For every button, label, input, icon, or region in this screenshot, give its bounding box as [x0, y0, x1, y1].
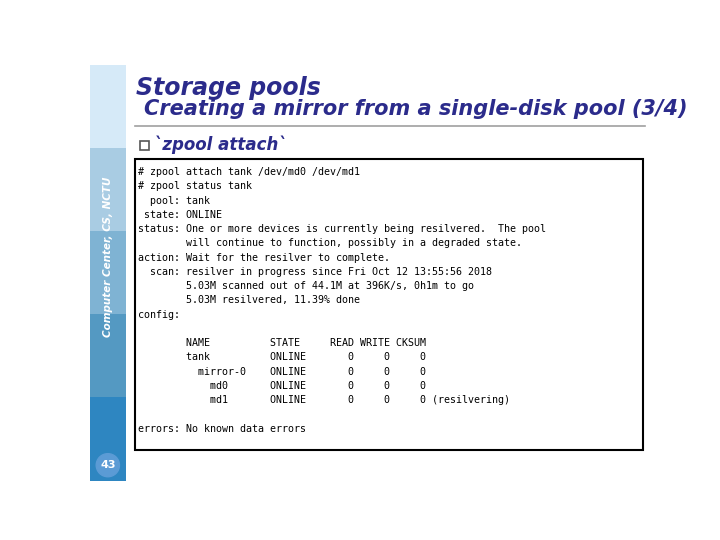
Bar [140, 141, 149, 150]
Text: scan: resilver in progress since Fri Oct 12 13:55:56 2018: scan: resilver in progress since Fri Oct… [138, 267, 492, 277]
Bar [135, 159, 644, 450]
Text: 43: 43 [100, 460, 116, 470]
Bar [90, 148, 126, 231]
Bar [90, 231, 126, 314]
Text: status: One or more devices is currently being resilvered.  The pool: status: One or more devices is currently… [138, 224, 546, 234]
Text: errors: No known data errors: errors: No known data errors [138, 423, 306, 434]
Text: 5.03M resilvered, 11.39% done: 5.03M resilvered, 11.39% done [138, 295, 360, 306]
Text: 5.03M scanned out of 44.1M at 396K/s, 0h1m to go: 5.03M scanned out of 44.1M at 396K/s, 0h… [138, 281, 474, 291]
Text: md1       ONLINE       0     0     0 (resilvering): md1 ONLINE 0 0 0 (resilvering) [138, 395, 510, 405]
Text: mirror-0    ONLINE       0     0     0: mirror-0 ONLINE 0 0 0 [138, 367, 426, 376]
Text: action: Wait for the resilver to complete.: action: Wait for the resilver to complet… [138, 253, 390, 262]
Text: Computer Center, CS, NCTU: Computer Center, CS, NCTU [103, 177, 113, 338]
Text: will continue to function, possibly in a degraded state.: will continue to function, possibly in a… [138, 239, 522, 248]
Text: Creating a mirror from a single-disk pool (3/4): Creating a mirror from a single-disk poo… [144, 99, 688, 119]
Text: # zpool attach tank /dev/md0 /dev/md1: # zpool attach tank /dev/md0 /dev/md1 [138, 167, 360, 177]
Bar [90, 65, 126, 148]
Bar [90, 314, 126, 397]
Text: `zpool attach`: `zpool attach` [154, 136, 287, 154]
Text: NAME          STATE     READ WRITE CKSUM: NAME STATE READ WRITE CKSUM [138, 338, 426, 348]
Bar [90, 397, 126, 481]
Text: md0       ONLINE       0     0     0: md0 ONLINE 0 0 0 [138, 381, 426, 391]
Circle shape [96, 454, 120, 477]
Text: # zpool status tank: # zpool status tank [138, 181, 252, 192]
Text: tank          ONLINE       0     0     0: tank ONLINE 0 0 0 [138, 353, 426, 362]
Text: Storage pools: Storage pools [137, 76, 321, 100]
Text: pool: tank: pool: tank [138, 195, 210, 206]
Text: state: ONLINE: state: ONLINE [138, 210, 222, 220]
Text: config:: config: [138, 309, 180, 320]
